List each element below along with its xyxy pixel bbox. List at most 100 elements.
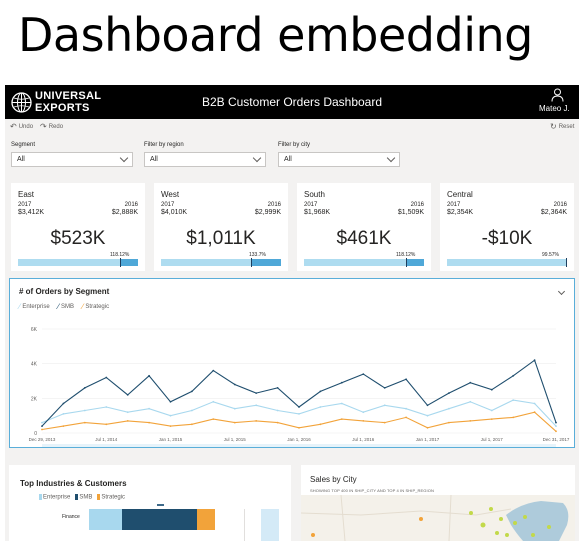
x-tick-label: Jul 1, 2016	[352, 437, 375, 442]
undo-button[interactable]: ↶ Undo	[10, 123, 33, 131]
filter-label: Filter by city	[278, 142, 311, 148]
region-card-central[interactable]: Central 2017 2016 $2,354K $2,364K -$10K …	[440, 183, 574, 271]
legend-item-enterprise[interactable]: Enterprise	[39, 494, 70, 501]
card-bar-fill	[251, 259, 281, 266]
data-point-smb	[148, 374, 151, 377]
data-point-strategic	[212, 418, 215, 420]
data-point-smb	[490, 388, 493, 391]
data-point-smb	[340, 381, 343, 384]
card-bar-marker	[566, 258, 567, 267]
customer-bar[interactable]	[261, 509, 279, 541]
x-tick-label: Jan 1, 2015	[159, 437, 183, 442]
user-icon[interactable]	[551, 88, 564, 102]
legend-item-smb[interactable]: SMB	[75, 494, 92, 501]
legend-label: Enterprise	[43, 494, 71, 501]
data-point-enterprise	[426, 414, 429, 417]
redo-button[interactable]: ↷ Redo	[40, 123, 63, 131]
legend-label: Strategic	[101, 494, 126, 501]
data-point-strategic	[448, 421, 450, 424]
dropdown-value: All	[17, 156, 25, 163]
data-point-smb	[533, 359, 536, 362]
card-percent: 118.12%	[110, 252, 130, 258]
card-region: East	[18, 190, 35, 199]
x-tick-label: Jul 1, 2017	[481, 437, 504, 442]
orders-by-segment-chart[interactable]: # of Orders by Segment ∕ Enterprise ∕ SM…	[9, 278, 575, 448]
data-point-strategic	[555, 430, 557, 433]
data-point-enterprise	[533, 402, 536, 405]
region-card-west[interactable]: West 2017 2016 $4,010K $2,999K $1,011K 1…	[154, 183, 288, 271]
region-card-east[interactable]: East 2017 2016 $3,412K $2,888K $523K 118…	[11, 183, 145, 271]
legend-swatch	[75, 494, 79, 500]
data-point-strategic	[426, 426, 429, 429]
data-point-enterprise	[362, 411, 365, 414]
city-dropdown[interactable]: All	[278, 152, 400, 167]
data-point-smb	[212, 369, 215, 372]
reset-label: Reset	[558, 124, 575, 130]
data-point-enterprise	[41, 421, 43, 424]
card-progress-bar	[447, 258, 567, 267]
chart-title: # of Orders by Segment	[19, 287, 110, 296]
card-value: $1,011K	[186, 228, 256, 249]
data-point-strategic	[276, 421, 279, 424]
data-point-enterprise	[276, 409, 279, 412]
y-tick-label: 2K	[31, 396, 38, 402]
legend-item-enterprise[interactable]: ∕ Enterprise	[19, 303, 50, 311]
data-point-smb	[276, 387, 279, 389]
card-bar-marker	[406, 258, 407, 267]
data-point-smb	[191, 390, 193, 393]
data-point-strategic	[469, 420, 472, 422]
data-point-strategic	[169, 425, 172, 427]
data-point-smb	[62, 402, 65, 405]
data-point-enterprise	[126, 411, 129, 414]
series-line-smb	[41, 359, 557, 427]
toolbar: ↶ Undo ↷ Redo ↻ Reset	[5, 119, 579, 135]
top-industries-panel[interactable]: Top Industries & Customers Enterprise SM…	[9, 465, 291, 541]
data-point-enterprise	[191, 409, 193, 412]
chart-legend: ∕ Enterprise ∕ SMB ∕ Strategic	[19, 303, 109, 311]
legend-label: Enterprise	[22, 304, 50, 310]
bar-segment-smb	[122, 509, 197, 530]
region-dropdown[interactable]: All	[144, 152, 266, 167]
bar-segment-strategic	[197, 509, 215, 530]
card-progress-bar	[304, 258, 424, 267]
chevron-down-icon	[386, 153, 396, 163]
data-point-strategic	[512, 416, 515, 419]
legend-item-smb[interactable]: ∕ SMB	[58, 303, 75, 311]
stacked-bar-finance[interactable]	[89, 509, 215, 530]
sales-by-city-panel[interactable]: Sales by City SHOWING TOP 400 IN SHIP_CI…	[301, 465, 575, 541]
data-point-enterprise	[105, 406, 108, 408]
data-point-smb	[255, 392, 258, 394]
user-name[interactable]: Mateo J.	[539, 104, 570, 113]
data-point-smb	[319, 390, 322, 393]
data-point-smb	[298, 406, 300, 408]
data-point-enterprise	[169, 414, 172, 417]
legend-item-strategic[interactable]: ∕ Strategic	[82, 303, 109, 311]
data-point-strategic	[319, 423, 322, 426]
card-region: South	[304, 190, 325, 199]
data-point-strategic	[298, 426, 300, 429]
segment-dropdown[interactable]: All	[11, 152, 133, 167]
y-tick-label: 6K	[31, 327, 38, 333]
category-label: Finance	[62, 514, 80, 520]
reset-button[interactable]: ↻ Reset	[550, 123, 574, 131]
data-point-enterprise	[469, 400, 472, 403]
region-card-south[interactable]: South 2017 2016 $1,968K $1,509K $461K 11…	[297, 183, 431, 271]
card-value: $523K	[50, 228, 106, 249]
data-point-enterprise	[233, 407, 236, 410]
data-point-smb	[469, 381, 472, 384]
data-point-strategic	[105, 423, 108, 426]
legend-item-strategic[interactable]: Strategic	[97, 494, 125, 501]
city-map[interactable]	[301, 495, 575, 541]
data-point-enterprise	[319, 406, 322, 408]
industries-legend: Enterprise SMB Strategic	[39, 494, 125, 501]
data-point-enterprise	[298, 413, 300, 415]
logo-line-2: EXPORTS	[35, 102, 90, 114]
panel-title: Sales by City	[310, 475, 357, 484]
card-amount-current: $1,968K	[304, 209, 331, 216]
card-bar-fill	[406, 259, 424, 266]
legend-label: SMB	[61, 304, 75, 310]
redo-label: Redo	[48, 124, 64, 130]
card-progress-bar	[161, 258, 281, 267]
data-point-strategic	[533, 411, 536, 414]
data-point-strategic	[148, 421, 151, 424]
